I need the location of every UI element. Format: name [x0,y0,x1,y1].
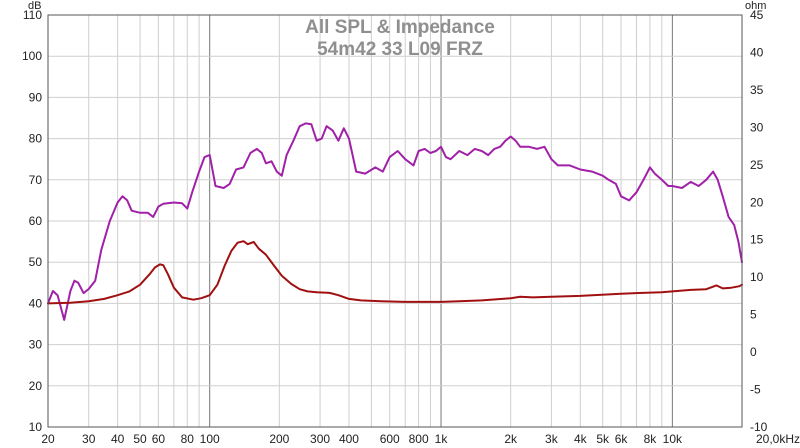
y-tick-label: 40 [29,296,43,310]
chart-title: All SPL & Impedance [305,17,495,38]
x-tick-label: 300 [310,432,330,446]
plot-border [47,14,743,428]
x-tick-label: 6k [615,432,629,446]
y2-tick-label: 5 [750,308,757,322]
series-group [47,122,743,321]
y-tick-label: 80 [29,132,43,146]
x-tick-label: 30 [82,432,96,446]
y2-tick-label: 35 [750,83,764,97]
x-tick-label: 8k [644,432,658,446]
y2-tick-label: 40 [750,45,764,59]
y2-tick-label: 30 [750,120,764,134]
x-tick-label: 1k [435,432,449,446]
y-tick-label: 110 [23,8,42,22]
y-tick-label: 90 [29,90,43,104]
y2-tick-label: -5 [750,383,761,397]
x-tick-label: 2k [504,432,518,446]
x-tick-label: 10k [663,432,683,446]
y2-tick-label: 45 [750,8,764,22]
y-tick-label: 70 [29,173,43,187]
y-tick-label: 60 [29,214,43,228]
x-tick-label: 20 [41,432,55,446]
y-tick-label: 100 [22,49,42,63]
y2-tick-label: 0 [750,345,757,359]
y2-tick-label: 15 [750,233,764,247]
x-tick-label: 400 [339,432,359,446]
x-tick-label: 20,0kHz [756,432,800,446]
y2-tick-label: 25 [750,158,764,172]
x-tick-label: 800 [409,432,429,446]
x-tick-label: 40 [111,432,125,446]
x-tick-label: 60 [152,432,166,446]
y2-axis-unit-label: ohm [745,0,766,12]
x-tick-label: 50 [133,432,147,446]
y-tick-label: 30 [29,338,43,352]
y2-tick-label: 20 [750,195,764,209]
y-tick-label: 10 [29,420,43,434]
y2-tick-label: -10 [750,420,768,434]
y-axis-unit-label: dB [28,0,41,12]
x-tick-label: 600 [380,432,400,446]
tick-labels: 20 30 40 50 60 80 100 200 300 400 600 800 1k 2k 3k 4k 5k… [22,8,800,446]
series-line-spl [47,122,743,321]
x-tick-label: 4k [574,432,588,446]
y2-tick-label: 10 [750,270,764,284]
y-tick-label: 50 [29,255,43,269]
series-line-impedance [47,240,743,305]
x-tick-label: 100 [200,432,220,446]
x-tick-label: 5k [596,432,610,446]
x-tick-label: 3k [545,432,559,446]
chart-subtitle: 54m42 33 L09 FRZ [317,39,483,60]
x-tick-label: 200 [269,432,289,446]
grid [48,15,742,427]
y-tick-label: 20 [29,379,43,393]
x-tick-label: 80 [181,432,195,446]
